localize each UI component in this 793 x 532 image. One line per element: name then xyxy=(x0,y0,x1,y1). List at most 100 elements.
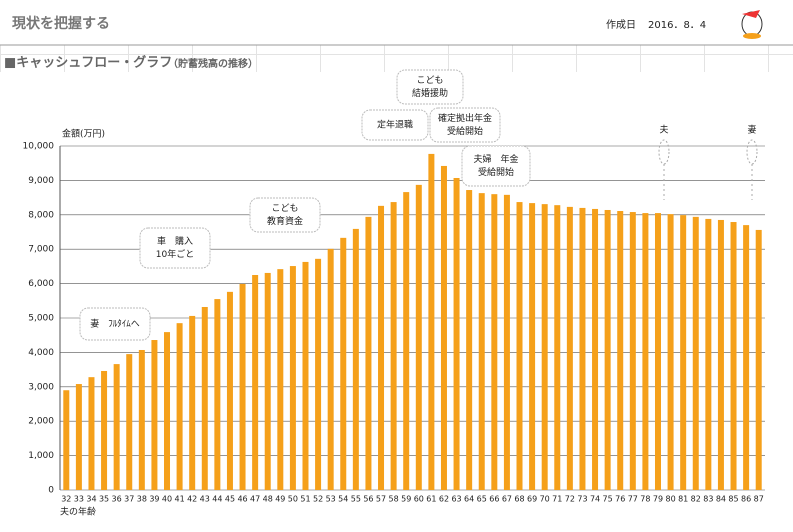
x-tick-label: 64 xyxy=(464,495,474,504)
bar xyxy=(466,190,473,491)
x-tick-label: 66 xyxy=(489,495,499,504)
callout-box xyxy=(249,197,321,233)
x-tick-label: 53 xyxy=(326,495,336,504)
bar xyxy=(252,275,259,490)
x-tick-label: 43 xyxy=(200,495,210,504)
bar xyxy=(340,237,347,490)
bar xyxy=(692,216,699,490)
x-tick-label: 41 xyxy=(175,495,185,504)
date-label: 作成日 xyxy=(606,19,636,31)
x-tick-label: 58 xyxy=(389,495,399,504)
x-tick-label: 84 xyxy=(716,495,726,504)
x-tick-label: 49 xyxy=(275,495,285,504)
x-tick-label: 69 xyxy=(527,495,537,504)
x-tick-label: 81 xyxy=(678,495,688,504)
bar xyxy=(315,258,322,490)
bar xyxy=(428,153,435,491)
bar xyxy=(239,283,246,490)
bar xyxy=(151,340,158,490)
bar xyxy=(453,177,460,490)
bar xyxy=(629,212,636,490)
x-tick-label: 57 xyxy=(376,495,386,504)
bar xyxy=(201,306,208,490)
x-tick-label: 51 xyxy=(300,495,310,504)
bar xyxy=(667,214,674,490)
x-tick-label: 71 xyxy=(552,495,562,504)
x-tick-label: 56 xyxy=(363,495,373,504)
bar xyxy=(705,218,712,491)
x-tick-label: 83 xyxy=(703,495,713,504)
x-tick-label: 33 xyxy=(74,495,84,504)
bar xyxy=(176,323,183,490)
bar xyxy=(378,205,385,490)
x-tick-label: 38 xyxy=(137,495,147,504)
bar xyxy=(189,315,196,490)
bar xyxy=(327,248,334,490)
x-tick-label: 32 xyxy=(61,495,71,504)
x-tick-label: 63 xyxy=(451,495,461,504)
x-tick-label: 73 xyxy=(577,495,587,504)
bar xyxy=(403,192,410,490)
date: 2016．8．4 xyxy=(648,20,706,31)
bar xyxy=(365,216,372,490)
y-tick-label: 4,000 xyxy=(28,348,54,358)
x-tick-label: 37 xyxy=(124,495,134,504)
annotation: 妻 ﾌﾙﾀｲﾑへ xyxy=(90,318,140,330)
bar xyxy=(529,203,536,490)
bar xyxy=(126,354,133,490)
annotation: 受給開始 xyxy=(447,125,483,137)
x-tick-label: 46 xyxy=(237,495,247,504)
chart-title: ■キャッシュフロー・グラフ xyxy=(4,55,172,71)
bar xyxy=(654,213,661,490)
annotation: 結婚援助 xyxy=(412,87,448,99)
bar xyxy=(617,211,624,491)
bar xyxy=(302,261,309,490)
x-tick-label: 36 xyxy=(112,495,122,504)
bar xyxy=(642,213,649,490)
x-tick-label: 47 xyxy=(250,495,260,504)
x-tick-label: 67 xyxy=(502,495,512,504)
bar xyxy=(717,219,724,490)
callout-box xyxy=(79,307,151,341)
callout-box xyxy=(361,109,429,141)
x-tick-label: 44 xyxy=(212,495,222,504)
x-tick-label: 65 xyxy=(477,495,487,504)
annotation: 妻 xyxy=(747,124,756,136)
annotation: 車 購入 xyxy=(157,235,193,247)
x-tick-label: 86 xyxy=(741,495,751,504)
x-tick-label: 60 xyxy=(414,495,424,504)
chart-subtitle: （貯蓄残高の推移） xyxy=(168,57,258,70)
bar xyxy=(491,194,498,490)
x-tick-label: 77 xyxy=(628,495,638,504)
bar xyxy=(214,299,221,490)
x-tick-label: 39 xyxy=(149,495,159,504)
callout-box xyxy=(396,69,464,105)
bar xyxy=(415,184,422,490)
y-tick-label: 6,000 xyxy=(28,279,54,289)
annotation: 定年退職 xyxy=(377,119,413,131)
bar xyxy=(88,377,95,490)
bar xyxy=(138,349,145,490)
x-tick-label: 79 xyxy=(653,495,663,504)
bar xyxy=(503,194,510,490)
bar xyxy=(730,222,737,491)
callout-box xyxy=(429,107,501,143)
bar xyxy=(516,202,523,490)
annotation: こども xyxy=(416,75,443,86)
x-tick-label: 54 xyxy=(338,495,348,504)
callout-box xyxy=(139,227,211,269)
annotation: 受給開始 xyxy=(478,166,514,178)
bar xyxy=(113,364,120,490)
bar xyxy=(164,332,171,490)
x-tick-label: 87 xyxy=(754,495,764,504)
y-tick-label: 1,000 xyxy=(28,451,54,461)
x-tick-label: 82 xyxy=(691,495,701,504)
bar xyxy=(592,208,599,490)
x-tick-label: 61 xyxy=(426,495,436,504)
x-axis-title: 夫の年齢 xyxy=(60,506,96,518)
bar xyxy=(604,209,611,490)
annotation: 10年ごと xyxy=(156,248,194,260)
bar xyxy=(289,266,296,490)
bar xyxy=(63,390,70,490)
